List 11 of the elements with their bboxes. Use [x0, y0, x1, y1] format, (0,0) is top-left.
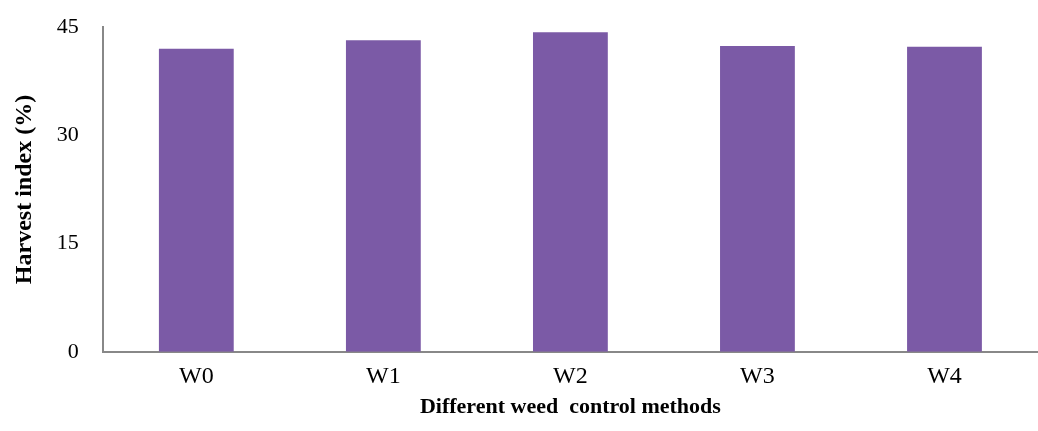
y-tick-label: 0 [67, 337, 79, 363]
y-tick-label: 45 [56, 12, 79, 38]
y-tick-label: 30 [56, 121, 79, 147]
x-tick-label: W3 [740, 362, 775, 389]
x-tick-label: W0 [178, 362, 214, 389]
y-tick-label: 15 [56, 229, 79, 255]
x-tick-label: W2 [553, 362, 588, 389]
x-tick-label: W1 [366, 362, 401, 389]
x-tick-label: W4 [927, 362, 962, 389]
x-axis-title: Different weed control methods [419, 393, 722, 419]
y-axis-title: Harvest index (%) [9, 94, 36, 285]
